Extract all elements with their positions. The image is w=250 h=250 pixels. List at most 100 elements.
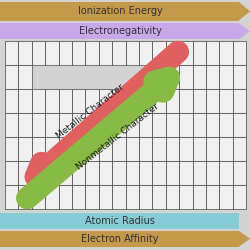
Bar (112, 89, 126, 113)
Bar (220, 137, 233, 161)
Bar (166, 113, 179, 137)
Text: Electron Affinity: Electron Affinity (81, 234, 159, 244)
Bar (45, 161, 59, 185)
Bar (18, 65, 32, 89)
Text: Atomic Radius: Atomic Radius (85, 216, 155, 226)
Bar (233, 89, 246, 113)
Bar (139, 89, 152, 113)
Bar (166, 185, 179, 209)
Polygon shape (239, 2, 250, 21)
Bar (18, 89, 32, 113)
Bar (179, 137, 193, 161)
Bar (99, 89, 112, 113)
Bar (139, 161, 152, 185)
Bar (99, 161, 112, 185)
Bar (233, 185, 246, 209)
Bar (139, 137, 152, 161)
Bar (112, 113, 126, 137)
Bar (18, 137, 32, 161)
Bar (193, 89, 206, 113)
Bar (166, 89, 179, 113)
Bar (166, 137, 179, 161)
Bar (233, 113, 246, 137)
Bar (32, 137, 45, 161)
Bar (193, 185, 206, 209)
Bar (179, 41, 193, 65)
Bar (5, 185, 18, 209)
Bar (152, 113, 166, 137)
Bar (206, 89, 220, 113)
Bar (112, 137, 126, 161)
Bar (0, 230, 239, 247)
Bar (45, 185, 59, 209)
Bar (5, 113, 18, 137)
Bar (112, 41, 126, 65)
Bar (18, 161, 32, 185)
Bar (99, 113, 112, 137)
Bar (32, 89, 45, 113)
Bar (126, 113, 139, 137)
Bar (179, 89, 193, 113)
Bar (193, 137, 206, 161)
Polygon shape (239, 230, 250, 247)
Bar (18, 41, 32, 65)
Bar (0, 23, 239, 39)
Bar (86, 41, 99, 65)
Bar (220, 161, 233, 185)
Bar (220, 65, 233, 89)
Bar (32, 41, 45, 65)
Bar (86, 113, 99, 137)
Bar (233, 65, 246, 89)
Bar (206, 65, 220, 89)
Bar (220, 185, 233, 209)
Bar (179, 113, 193, 137)
Bar (179, 185, 193, 209)
Bar (152, 161, 166, 185)
Bar (86, 137, 99, 161)
Bar (233, 41, 246, 65)
Bar (72, 89, 86, 113)
Bar (152, 41, 166, 65)
Bar (220, 113, 233, 137)
Bar (220, 89, 233, 113)
Text: Electronegativity: Electronegativity (78, 26, 162, 36)
Bar (18, 113, 32, 137)
Bar (152, 137, 166, 161)
Bar (126, 185, 139, 209)
Text: Metallic Character: Metallic Character (54, 82, 126, 140)
Bar (166, 161, 179, 185)
Text: Nonmetallic Character: Nonmetallic Character (74, 101, 160, 171)
Bar (86, 89, 99, 113)
Bar (58, 185, 72, 209)
Bar (166, 41, 179, 65)
Bar (99, 137, 112, 161)
Bar (139, 113, 152, 137)
Bar (193, 113, 206, 137)
Bar (99, 41, 112, 65)
Bar (206, 41, 220, 65)
Bar (126, 137, 139, 161)
Bar (86, 185, 99, 209)
Bar (45, 89, 59, 113)
Bar (86, 161, 99, 185)
Bar (220, 41, 233, 65)
Bar (72, 137, 86, 161)
Bar (18, 185, 32, 209)
Bar (126, 41, 139, 65)
Bar (32, 113, 45, 137)
Bar (45, 137, 59, 161)
Bar (5, 137, 18, 161)
Bar (5, 65, 18, 89)
Bar (179, 161, 193, 185)
Bar (166, 65, 179, 89)
Bar (112, 161, 126, 185)
Bar (72, 185, 86, 209)
Bar (206, 185, 220, 209)
Bar (58, 89, 72, 113)
Bar (58, 137, 72, 161)
Bar (72, 113, 86, 137)
Bar (45, 113, 59, 137)
Bar (233, 161, 246, 185)
Bar (58, 161, 72, 185)
Polygon shape (239, 23, 250, 39)
